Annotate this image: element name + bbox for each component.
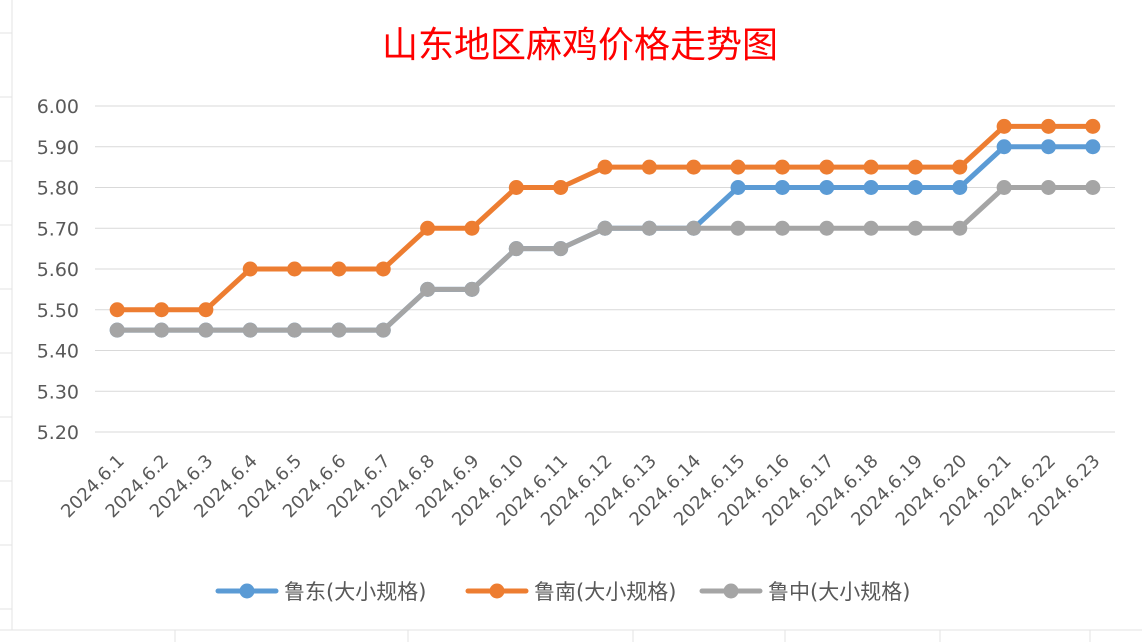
legend-label: 鲁南(大小规格) xyxy=(534,580,676,604)
data-point xyxy=(464,220,480,236)
data-point xyxy=(863,180,879,195)
data-point xyxy=(907,159,923,175)
data-point xyxy=(686,159,702,175)
data-point xyxy=(1040,139,1056,155)
data-point xyxy=(730,159,746,175)
data-point xyxy=(952,159,968,175)
data-point xyxy=(1040,180,1056,195)
data-point xyxy=(154,322,170,338)
data-point xyxy=(553,241,569,257)
gridlines xyxy=(95,105,1115,433)
data-point xyxy=(154,302,170,318)
data-point xyxy=(952,180,968,195)
data-point xyxy=(730,180,746,195)
legend-swatch-marker xyxy=(489,583,505,599)
data-point xyxy=(996,139,1012,155)
data-point xyxy=(641,159,657,175)
data-point xyxy=(996,118,1012,134)
data-point xyxy=(907,220,923,236)
data-point xyxy=(774,220,790,236)
legend-label: 鲁东(大小规格) xyxy=(284,580,426,604)
data-point xyxy=(952,220,968,236)
legend-label: 鲁中(大小规格) xyxy=(768,580,910,604)
data-point xyxy=(109,322,125,338)
data-point xyxy=(242,261,258,277)
data-point xyxy=(420,220,436,236)
data-point xyxy=(420,281,436,297)
data-point xyxy=(331,322,347,338)
data-point xyxy=(375,322,391,338)
y-tick-label: 5.40 xyxy=(37,341,79,363)
legend-item: 鲁东(大小规格) xyxy=(215,580,426,604)
data-point xyxy=(730,220,746,236)
y-tick-label: 5.80 xyxy=(37,178,79,200)
data-point xyxy=(508,180,524,195)
data-point xyxy=(686,220,702,236)
data-point xyxy=(996,180,1012,195)
data-point xyxy=(1085,180,1101,195)
data-point xyxy=(863,159,879,175)
series-2 xyxy=(109,180,1101,338)
data-point xyxy=(287,261,303,277)
data-point xyxy=(1040,118,1056,134)
data-point xyxy=(198,302,214,318)
data-point xyxy=(287,322,303,338)
data-point xyxy=(508,241,524,257)
data-point xyxy=(1085,139,1101,155)
series-layer xyxy=(109,118,1101,338)
data-point xyxy=(819,220,835,236)
data-point xyxy=(331,261,347,277)
data-point xyxy=(597,220,613,236)
y-tick-label: 5.20 xyxy=(37,422,79,444)
y-tick-label: 5.30 xyxy=(37,381,79,403)
chart-title: 山东地区麻鸡价格走势图 xyxy=(382,25,778,66)
data-point xyxy=(553,180,569,195)
y-tick-label: 6.00 xyxy=(37,96,79,118)
data-point xyxy=(242,322,258,338)
data-point xyxy=(375,261,391,277)
series-line xyxy=(114,123,1096,313)
data-point xyxy=(819,180,835,195)
legend-swatch-marker xyxy=(239,583,255,599)
data-point xyxy=(863,220,879,236)
data-point xyxy=(774,159,790,175)
data-point xyxy=(109,302,125,318)
data-point xyxy=(198,322,214,338)
y-tick-label: 5.90 xyxy=(37,137,79,159)
data-point xyxy=(641,220,657,236)
legend-item: 鲁南(大小规格) xyxy=(465,580,676,604)
data-point xyxy=(597,159,613,175)
series-line xyxy=(114,185,1096,333)
data-point xyxy=(907,180,923,195)
legend: 鲁东(大小规格) 鲁南(大小规格) 鲁中(大小规格) xyxy=(215,580,910,604)
data-point xyxy=(774,180,790,195)
y-tick-label: 5.70 xyxy=(37,218,79,240)
legend-swatch-marker xyxy=(723,583,739,599)
data-point xyxy=(464,281,480,297)
legend-item: 鲁中(大小规格) xyxy=(699,580,910,604)
y-tick-label: 5.60 xyxy=(37,259,79,281)
data-point xyxy=(1085,118,1101,134)
y-tick-label: 5.50 xyxy=(37,300,79,322)
x-axis: 2024.6.12024.6.22024.6.32024.6.42024.6.5… xyxy=(57,451,1104,531)
y-axis: 5.20 5.30 5.40 5.50 5.60 5.70 5.80 5.90 6.00 xyxy=(37,96,79,444)
data-point xyxy=(819,159,835,175)
series-1 xyxy=(109,118,1101,318)
